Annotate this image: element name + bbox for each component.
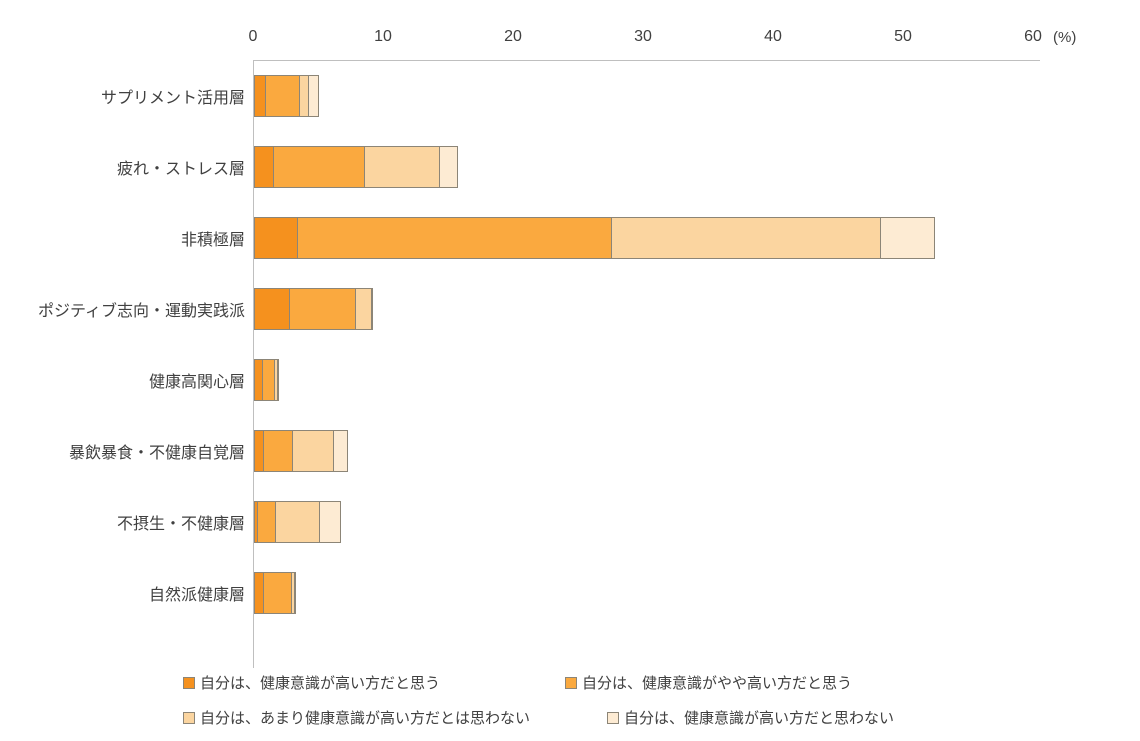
axis-unit-label: (%) (1053, 29, 1077, 46)
bar-row (254, 217, 935, 259)
legend-swatch-2 (565, 676, 577, 689)
bar-segment-series-4 (308, 75, 319, 117)
bar-segment-series-2 (272, 146, 365, 188)
legend-item-1: 自分は、健康意識が高い方だと思う (183, 672, 440, 693)
x-tick-label: 30 (634, 28, 652, 45)
bar-segment-series-2 (256, 501, 277, 543)
bar-row (254, 572, 296, 614)
bar-segment-series-4 (439, 146, 458, 188)
bar-row (254, 430, 349, 472)
bar-segment-series-3 (292, 430, 334, 472)
x-tick-label: 0 (248, 28, 258, 45)
bar-row (254, 501, 341, 543)
x-tick-label: 20 (504, 28, 522, 45)
x-tick-label: 10 (374, 28, 392, 45)
category-label: 疲れ・ストレス層 (116, 161, 245, 178)
category-label: 暴飲暴食・不健康自覚層 (68, 445, 245, 462)
category-label: 不摂生・不健康層 (116, 516, 245, 533)
category-label: サプリメント活用層 (100, 90, 245, 107)
category-label: 健康高関心層 (148, 374, 245, 391)
legend-item-3: 自分は、あまり健康意識が高い方だとは思わない (183, 707, 530, 728)
bar-segment-series-4 (293, 572, 296, 614)
bar-segment-series-2 (263, 430, 294, 472)
bar-segment-series-1 (254, 288, 291, 330)
bar-segment-series-2 (297, 217, 612, 259)
legend-label: 自分は、健康意識が高い方だと思わない (624, 710, 895, 727)
x-tick-label: 50 (894, 28, 912, 45)
bar-segment-series-2 (264, 75, 300, 117)
x-tick-label: 60 (1024, 28, 1042, 45)
bar-segment-series-3 (363, 146, 441, 188)
legend-item-2: 自分は、健康意識がやや高い方だと思う (565, 672, 852, 693)
category-label: 自然派健康層 (148, 587, 245, 604)
bar-row (254, 288, 374, 330)
bar-row (254, 75, 319, 117)
bar-segment-series-3 (354, 288, 372, 330)
legend-swatch-4 (607, 711, 619, 724)
bar-segment-series-2 (263, 572, 292, 614)
legend-label: 自分は、健康意識が高い方だと思う (200, 675, 441, 692)
bar-segment-series-1 (254, 217, 299, 259)
bar-segment-series-4 (880, 217, 935, 259)
bar-segment-series-4 (318, 501, 341, 543)
bar-segment-series-2 (289, 288, 356, 330)
legend-label: 自分は、健康意識がやや高い方だと思う (582, 675, 853, 692)
legend-item-4: 自分は、健康意識が高い方だと思わない (607, 707, 894, 728)
bar-segment-series-4 (332, 430, 349, 472)
bar-segment-series-4 (370, 288, 374, 330)
bar-row (254, 146, 458, 188)
x-tick-label: 40 (764, 28, 782, 45)
x-axis-line (253, 60, 1040, 61)
legend-label: 自分は、あまり健康意識が高い方だとは思わない (200, 710, 531, 727)
legend-swatch-3 (183, 711, 195, 724)
bar-row (254, 359, 279, 401)
bar-segment-series-4 (276, 359, 279, 401)
bar-segment-series-3 (275, 501, 320, 543)
y-axis-line (253, 60, 254, 668)
bar-segment-series-3 (610, 217, 882, 259)
bar-segment-series-1 (254, 146, 274, 188)
category-label: ポジティブ志向・運動実践派 (37, 303, 245, 320)
category-label: 非積極層 (180, 232, 245, 249)
legend-swatch-1 (183, 676, 195, 689)
